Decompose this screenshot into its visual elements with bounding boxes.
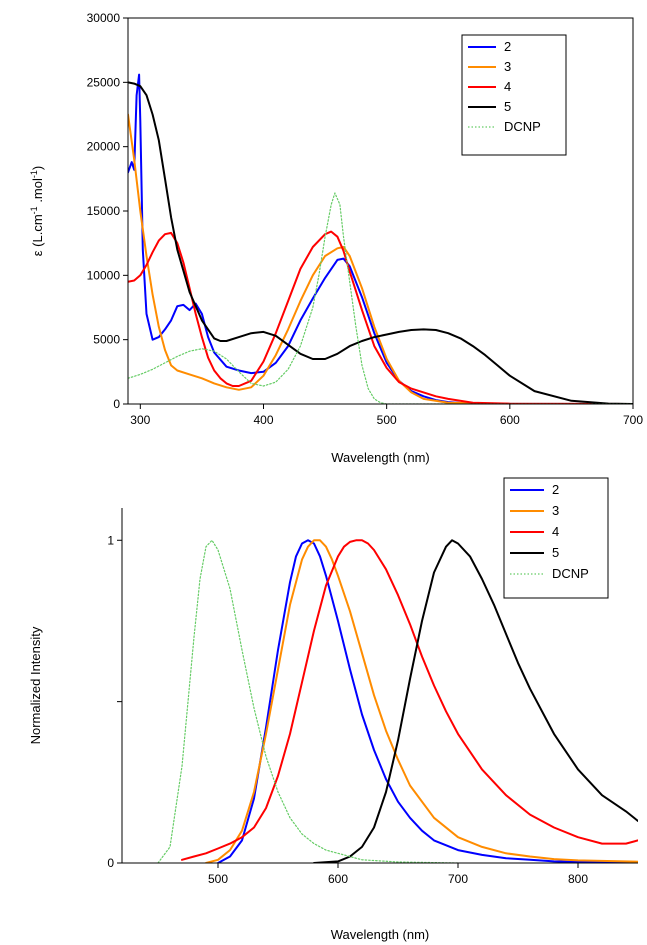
legend-label-3: 3 [552,503,559,518]
x-tick-label: 700 [448,872,468,886]
y-label-end: ) [30,166,45,170]
y-tick-label: 30000 [87,11,121,25]
x-tick-label: 300 [130,413,150,427]
legend-label-3: 3 [504,59,511,74]
y-axis: 0 5000 10000 15000 20000 25000 30000 [87,11,128,411]
x-tick-label: 700 [623,413,643,427]
series-line-2 [217,539,638,863]
series-group [128,73,633,404]
x-tick-label: 500 [208,872,228,886]
series-line-3 [128,113,633,404]
y-tick-label: 0 [113,397,120,411]
y-axis: 01 [107,533,122,870]
series-group [157,539,638,863]
x-tick-label: 600 [328,872,348,886]
y-label-sup2: -1 [29,170,39,178]
y-tick-label: 10000 [87,268,121,282]
series-line-5 [128,81,633,404]
y-tick-label: 25000 [87,75,121,89]
legend: 2 3 4 5 DCNP [461,34,567,156]
y-label-main: ε (L.cm [30,214,45,256]
series-line-3 [205,539,638,863]
legend-label-4: 4 [504,79,511,94]
x-axis: 300 400 500 600 700 [130,404,643,427]
y-label-sup1: -1 [29,206,39,214]
x-tick-label: 400 [253,413,273,427]
y-axis-label: ε (L.cm-1 .mol-1) [29,166,45,256]
x-tick-label: 800 [568,872,588,886]
y-tick-label: 1 [107,533,114,547]
legend-label-5: 5 [552,545,559,560]
legend-box [503,477,609,599]
x-axis-label: Wavelength (nm) [331,927,430,942]
emission-chart: 500 600 700 800 01 Wavelength (nm) Normaliz… [28,477,638,942]
x-axis-label: Wavelength (nm) [331,450,430,465]
series-line-5 [313,539,638,863]
y-axis-label: Normalized Intensity [28,626,43,744]
absorption-chart: 300 400 500 600 700 0 5000 10000 15000 20000 2500… [29,11,643,465]
y-tick-label: 15000 [87,204,121,218]
legend-label-dcnp: DCNP [552,566,589,581]
x-tick-label: 600 [500,413,520,427]
series-line-4 [128,230,633,404]
legend-label-2: 2 [552,482,559,497]
legend-label-4: 4 [552,524,559,539]
y-tick-label: 5000 [93,333,120,347]
y-tick-label: 20000 [87,140,121,154]
x-axis: 500 600 700 800 [208,863,588,886]
y-label-mid: .mol [30,178,45,206]
series-line-dcnp [128,192,633,404]
legend-box [461,34,567,156]
series-line-4 [181,539,638,861]
y-tick-label: 0 [107,856,114,870]
legend-label-2: 2 [504,39,511,54]
x-tick-label: 500 [377,413,397,427]
series-line-dcnp [157,539,459,863]
legend: 2 3 4 5 DCNP [503,477,609,599]
legend-label-dcnp: DCNP [504,119,541,134]
legend-label-5: 5 [504,99,511,114]
